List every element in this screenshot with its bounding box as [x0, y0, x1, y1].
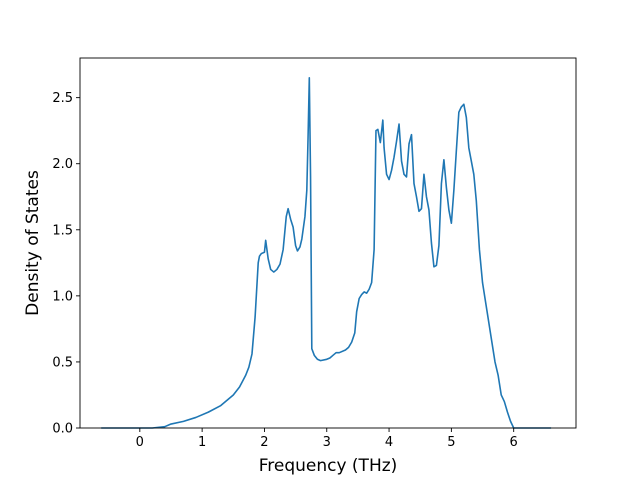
y-tick-label: 2.0 — [52, 157, 73, 172]
plot-area — [101, 77, 552, 429]
x-tick-label: 0 — [136, 435, 144, 450]
y-tick-label: 1.5 — [52, 223, 73, 238]
x-tick-label: 2 — [260, 435, 268, 450]
x-axis-ticks: 0 1 2 3 4 5 6 — [136, 428, 518, 450]
y-tick-label: 0.0 — [52, 422, 73, 437]
y-axis-ticks: 0.0 0.5 1.0 1.5 2.0 2.5 — [52, 91, 80, 437]
x-axis-label: Frequency (THz) — [259, 456, 398, 476]
y-tick-label: 1.0 — [52, 289, 73, 304]
x-tick-label: 6 — [510, 435, 518, 450]
x-tick-label: 3 — [323, 435, 331, 450]
dos-series-line — [101, 77, 552, 429]
y-axis-label: Density of States — [23, 170, 43, 316]
y-tick-label: 2.5 — [52, 91, 73, 106]
x-tick-label: 5 — [447, 435, 455, 450]
x-tick-label: 1 — [198, 435, 206, 450]
axes-frame — [79, 57, 577, 429]
y-tick-label: 0.5 — [52, 355, 73, 370]
x-tick-label: 4 — [385, 435, 393, 450]
